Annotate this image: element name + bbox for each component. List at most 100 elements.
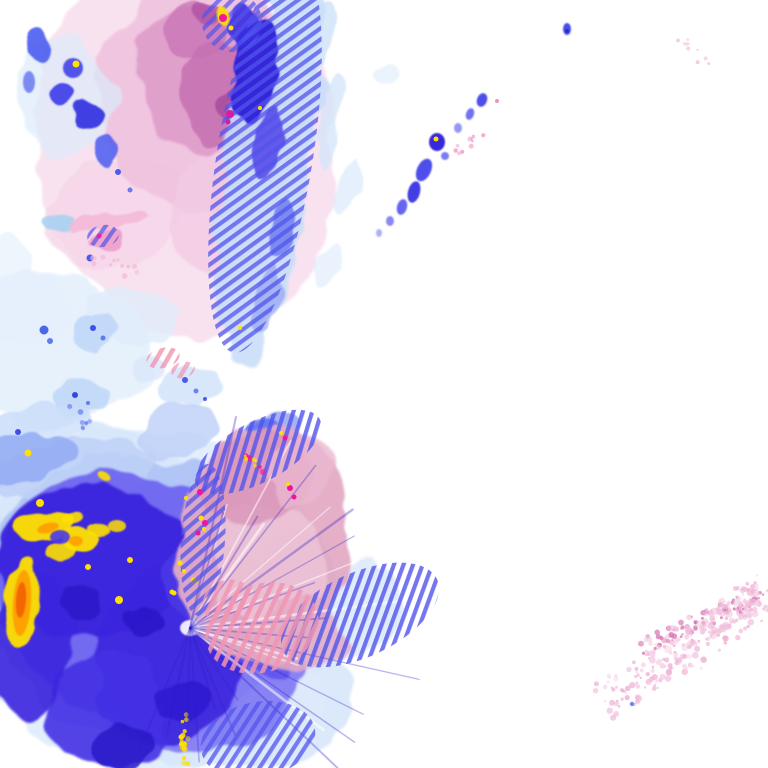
snow-se-band-top-fleck: [732, 586, 738, 591]
snow-se-band-fleck: [649, 656, 656, 664]
snow-se-band-fleck: [617, 705, 621, 708]
rain-ne-chain7: [407, 181, 421, 203]
rain-nw-trail2: [127, 187, 133, 193]
snow-se-band-top-fleck: [740, 587, 744, 591]
rain-nw-trail1: [115, 169, 121, 175]
snow-se-band-top-fleck: [753, 581, 757, 585]
snow-se-band-fleck: [651, 686, 657, 691]
snow-se-band-fleck: [716, 633, 720, 637]
rain-flecks-ml-fleck: [83, 421, 89, 426]
rain-ml-dot4: [100, 335, 106, 341]
snow-se-band-fleck: [615, 685, 618, 689]
snow-se-band-fleck: [743, 626, 748, 631]
heavy-s10: [169, 589, 175, 595]
snow-flecks-ne-fleck: [453, 148, 458, 153]
yellow-d1: [286, 482, 290, 486]
snow-se-band-fluff-fleck: [722, 621, 729, 628]
snow-se-band-fleck: [634, 674, 638, 679]
snow-se-band-top-fleck: [753, 588, 756, 592]
heavy-ring5: [108, 520, 126, 532]
snow-se-band-dark-fleck: [659, 635, 664, 641]
snow-se-band-fluff-fleck: [701, 618, 709, 625]
heavy-dot-ne: [433, 136, 439, 142]
snow-se-band-fleck: [626, 666, 632, 673]
heavy-s2: [24, 449, 32, 457]
rain-flecks-ml-fleck: [79, 420, 85, 425]
snow-se-band-top-fleck: [715, 606, 721, 612]
snow-se-band-top-fleck: [699, 625, 705, 631]
heavy-orange1: [37, 522, 59, 534]
heavy-squiggle-fleck: [183, 712, 189, 718]
rain-ne-chain1: [476, 93, 488, 107]
rain-sw-darkest3: [156, 681, 208, 723]
snow-se-band-fleck: [742, 593, 745, 596]
yellow-d2: [279, 431, 283, 435]
snow-se-band-fluff-fleck: [740, 610, 745, 614]
snow-se-band-fleck: [738, 628, 744, 634]
snow-se-band-fluff-fleck: [686, 631, 693, 638]
snow-se-band-light-fleck: [683, 666, 689, 672]
snow-se-band-light-fleck: [602, 684, 608, 690]
snow-se-band-fleck: [697, 639, 701, 643]
snow-se-band-top-fleck: [740, 612, 746, 618]
rain-wisp-left: [39, 214, 77, 230]
snow-flecks-left-fleck: [108, 263, 113, 267]
snow-se-band-fleck: [672, 644, 676, 648]
heavy-s5: [127, 557, 133, 563]
mixed-fleck-ml1: [146, 347, 180, 369]
rain-ml-dot2: [47, 338, 53, 344]
snow-flecks-left-fleck: [90, 255, 96, 261]
snow-se-band-light-fleck: [639, 668, 644, 673]
snow-se-band-dark-fleck: [693, 626, 698, 631]
snow-se-band-fleck: [620, 688, 625, 693]
snow-se-band-dark-fleck: [678, 619, 684, 626]
rain-ne-chain8: [396, 199, 408, 215]
snow-se-band-top-fleck: [707, 630, 711, 634]
heavy-band-top2: [228, 25, 234, 31]
rain-sw-darkest2: [60, 585, 104, 619]
snow-se-band-fluff-fleck: [664, 645, 673, 654]
snow-se-band-fluff-fleck: [732, 598, 741, 607]
mixed-flecks-diag-y-fleck: [243, 454, 247, 458]
snow-se-band-fluff-fleck: [666, 624, 675, 633]
heavy-band-mid: [258, 106, 262, 110]
snow-se-band-fleck: [760, 619, 764, 623]
snow-se-band-top-fleck: [745, 581, 750, 586]
heavy-squiggle-fleck: [180, 760, 187, 766]
snow-flecks-ne: [453, 133, 486, 156]
snow-se-band-top-fleck: [718, 602, 724, 607]
rain-flecks-ml-fleck: [87, 419, 92, 424]
snow-se-band-top-fleck: [719, 617, 723, 620]
snow-se-band-fleck: [624, 694, 630, 701]
snow-se-band-fleck: [717, 648, 721, 652]
snow-se-band-fleck: [634, 667, 639, 671]
rain-ne-chain9: [386, 216, 394, 226]
snow-se-band-top-fleck: [737, 608, 741, 612]
heavy-s3: [97, 471, 111, 481]
heavy-bar-hot: [15, 582, 27, 618]
snow-flecks-ne-fleck: [460, 149, 465, 154]
rain-ml-dot10: [15, 429, 21, 435]
snow-se-band-fleck: [747, 618, 755, 626]
rain-ne-chain3: [454, 123, 462, 133]
snow-se-band-fleck: [679, 653, 686, 660]
heavy-squiggle-fleck: [185, 760, 191, 767]
snow-flecks-ne-fleck: [471, 134, 476, 139]
snow-flecks-left-fleck: [100, 254, 106, 260]
snow-se-band-fleck: [694, 645, 701, 652]
snow-se-band-top-fleck: [711, 629, 717, 635]
rain-nw-b1: [25, 27, 51, 61]
snow-se-band-fleck: [610, 714, 617, 721]
snow-se-band-fleck: [722, 635, 728, 641]
rain-wisp-tc4: [375, 66, 405, 86]
snow-flecks-tr-fleck: [686, 38, 690, 42]
snow-se-band-top-fleck: [746, 603, 751, 608]
snow-se-band-fleck: [643, 686, 647, 689]
mixed-c-top: [194, 409, 322, 495]
snow-se-band-fluff-fleck: [738, 600, 742, 605]
heavy-squiggle-fleck: [182, 729, 186, 733]
rain-nw-b2: [23, 71, 35, 93]
snow-flecks-ne-fleck: [455, 143, 460, 148]
rain-ne-chain5: [441, 152, 449, 160]
snow-se-band-fluff-fleck: [751, 589, 760, 597]
